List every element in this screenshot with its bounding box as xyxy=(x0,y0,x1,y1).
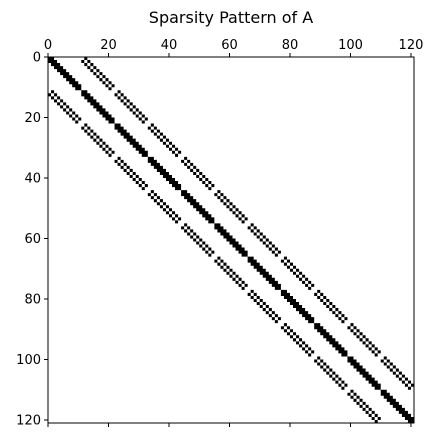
x-axis-top: 0 20 40 60 80 100 120 xyxy=(44,38,424,427)
plot-area xyxy=(47,56,415,424)
plot-frame xyxy=(47,56,415,424)
y-axis-left: 0 20 40 60 80 100 120 xyxy=(16,51,48,428)
y-tick-label: 60 xyxy=(24,232,41,247)
nonzero-entries xyxy=(48,57,414,423)
y-tick-label: 100 xyxy=(16,353,41,368)
y-tick-label: 0 xyxy=(33,51,41,66)
nonzero-cells xyxy=(48,57,414,423)
x-tick-label: 0 xyxy=(44,38,52,53)
y-tick-label: 80 xyxy=(24,292,41,307)
y-tick-label: 120 xyxy=(16,413,41,428)
x-tick-label: 120 xyxy=(399,38,424,53)
y-tick-label: 20 xyxy=(24,111,41,126)
y-tick-label: 40 xyxy=(24,171,41,186)
x-tick-label: 20 xyxy=(100,38,117,53)
x-tick-label: 100 xyxy=(338,38,363,53)
x-tick-label: 40 xyxy=(161,38,178,53)
x-tick-label: 80 xyxy=(282,38,299,53)
chart-title: Sparsity Pattern of A xyxy=(149,8,313,27)
x-tick-label: 60 xyxy=(221,38,238,53)
